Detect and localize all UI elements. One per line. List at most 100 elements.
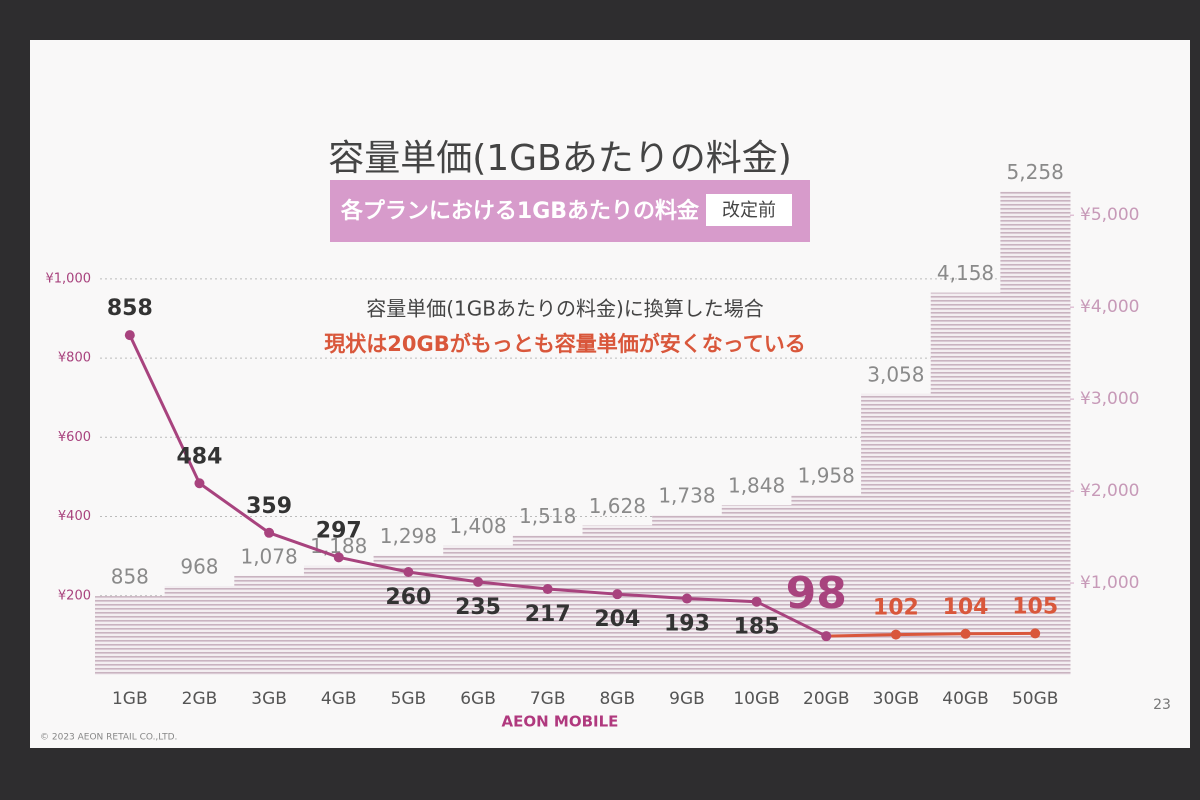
- line-segment: [408, 570, 479, 584]
- x-tick-label: 6GB: [460, 689, 496, 709]
- bar-value-label: 968: [180, 554, 218, 578]
- x-tick-label: 1GB: [112, 689, 148, 709]
- line-value-label: 235: [455, 595, 501, 620]
- y2-tick-label: ¥1,000: [1080, 573, 1139, 593]
- line-value-label: 858: [107, 296, 153, 321]
- bar: [512, 535, 583, 675]
- line-segment: [477, 580, 548, 591]
- line-value-label: 104: [943, 595, 989, 620]
- x-tick-label: 40GB: [942, 689, 988, 709]
- bar: [234, 575, 305, 675]
- x-tick-label: 30GB: [873, 689, 919, 709]
- line-value-label: 102: [873, 596, 919, 621]
- y2-tick-label: ¥5,000: [1080, 205, 1139, 225]
- tag-box: [706, 194, 792, 226]
- line-value-label: 217: [525, 602, 571, 627]
- bar-value-label: 1,738: [658, 484, 715, 508]
- x-tick-label: 4GB: [321, 689, 357, 709]
- line-value-label: 297: [316, 518, 362, 543]
- line-point: [612, 589, 623, 600]
- bar: [791, 494, 862, 675]
- line-point: [403, 567, 414, 577]
- bar-value-label: 1,848: [728, 474, 785, 498]
- line-segment: [338, 555, 409, 574]
- line-point: [124, 330, 135, 341]
- bar: [721, 505, 792, 675]
- line-point: [194, 478, 205, 489]
- line-segment: [268, 531, 340, 559]
- bar-value-label: 1,958: [798, 463, 855, 487]
- bar: [95, 596, 166, 675]
- line-segment: [547, 587, 618, 596]
- bar-value-label: 1,078: [240, 544, 297, 568]
- line-point: [542, 584, 553, 595]
- y-tick-label: ¥800: [58, 351, 91, 366]
- x-tick-label: 50GB: [1012, 689, 1058, 709]
- x-tick-label: 5GB: [391, 689, 427, 709]
- line-segment: [686, 597, 757, 604]
- bar: [443, 545, 514, 675]
- x-tick-label: 3GB: [251, 689, 287, 709]
- bar-value-label: 858: [111, 565, 149, 589]
- line-value-label: 105: [1012, 594, 1058, 619]
- line-point: [681, 593, 692, 604]
- line-point: [890, 629, 901, 640]
- x-tick-label: 8GB: [599, 689, 635, 709]
- bar-value-label: 4,158: [937, 261, 994, 285]
- line-value-label: 185: [734, 615, 780, 640]
- line-point: [1030, 628, 1041, 639]
- line-point: [751, 596, 762, 607]
- y2-tick-label: ¥4,000: [1080, 297, 1139, 317]
- bar-value-label: 1,628: [589, 494, 646, 518]
- y-tick-label: ¥1,000: [46, 271, 92, 286]
- annotation: 現状は20GBがもっとも容量単価が安くなっている: [324, 332, 805, 356]
- bar: [164, 585, 235, 675]
- line-segment: [128, 334, 201, 484]
- footer: © 2023 AEON RETAIL CO.,LTD.: [40, 733, 177, 743]
- x-tick-label: 9GB: [669, 689, 705, 709]
- subtitle: 各プランにおける1GBあたりの料金: [340, 198, 700, 224]
- tag: 改定前: [722, 200, 776, 221]
- y2-tick-label: ¥3,000: [1080, 389, 1139, 409]
- page-number: 23: [1153, 697, 1171, 713]
- annotation: 容量単価(1GBあたりの料金)に換算した場合: [366, 297, 764, 321]
- y-tick-label: ¥600: [58, 430, 91, 445]
- bar-value-label: 1,518: [519, 504, 576, 528]
- bar: [582, 525, 653, 675]
- bar-value-label: 3,058: [867, 362, 924, 386]
- logo: AEON MOBILE: [502, 713, 619, 731]
- line-value-label: 98: [786, 568, 847, 619]
- line-value-label: 204: [594, 607, 640, 632]
- line-point: [960, 628, 971, 639]
- bar-value-label: 1,408: [449, 514, 506, 538]
- line-value-label: 484: [176, 444, 222, 469]
- x-tick-label: 2GB: [182, 689, 218, 709]
- y2-tick-label: ¥2,000: [1080, 481, 1139, 501]
- line-segment: [198, 482, 270, 535]
- y-tick-label: ¥200: [58, 588, 91, 603]
- line-segment: [617, 592, 688, 601]
- bar: [303, 565, 375, 675]
- x-tick-label: 7GB: [530, 689, 566, 709]
- line-point: [821, 631, 832, 642]
- bar-value-label: 1,298: [380, 524, 437, 548]
- line-value-label: 193: [664, 612, 710, 637]
- chart-title: 容量単価(1GBあたりの料金): [328, 138, 792, 179]
- line-segment: [826, 633, 896, 638]
- line-value-label: 260: [385, 585, 431, 610]
- x-tick-label: 20GB: [803, 689, 849, 709]
- bar: [1000, 191, 1071, 675]
- bar: [861, 393, 932, 675]
- line-segment: [895, 632, 966, 637]
- bar: [930, 292, 1001, 675]
- line-value-label: 359: [246, 494, 292, 519]
- bar-value-label: 5,258: [1007, 160, 1064, 184]
- x-tick-label: 10GB: [733, 689, 779, 709]
- line-point: [264, 527, 275, 538]
- line-segment: [755, 600, 827, 638]
- line-point: [473, 576, 484, 587]
- line-point: [333, 552, 344, 563]
- y-tick-label: ¥400: [58, 509, 91, 524]
